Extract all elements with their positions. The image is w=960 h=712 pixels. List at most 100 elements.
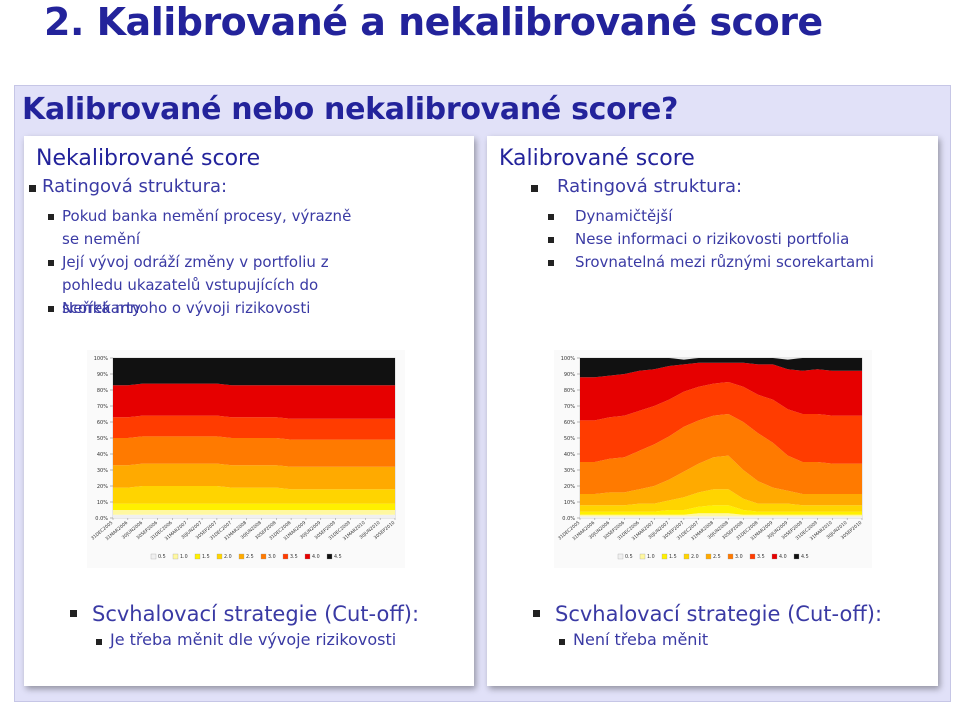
legend-label: 4.5 <box>801 554 809 560</box>
rating-structure-label: Ratingová struktura: <box>42 176 228 197</box>
panel-heading: Kalibrované score <box>499 146 695 171</box>
legend-swatch <box>793 553 800 560</box>
y-tick-label: 20% <box>564 484 575 490</box>
y-tick-label: 90% <box>97 372 108 378</box>
legend-label: 4.0 <box>312 554 320 560</box>
legend-swatch <box>683 553 690 560</box>
series-area-4-5 <box>113 358 395 386</box>
y-tick-label: 40% <box>564 452 575 458</box>
y-tick-label: 10% <box>97 500 108 506</box>
series-area-3-0 <box>580 414 862 494</box>
legend-swatch <box>771 553 778 560</box>
y-tick-label: 100% <box>561 356 576 362</box>
legend-label: 3.5 <box>757 554 765 560</box>
legend-label: 3.0 <box>268 554 276 560</box>
list-item: Neříká mnoho o vývoji rizikovosti <box>62 299 311 317</box>
legend-label: 4.5 <box>334 554 342 560</box>
legend-swatch <box>238 553 245 560</box>
uncalibrated-panel: Nekalibrované score Ratingová struktura:… <box>24 136 474 686</box>
legend-label: 0.5 <box>158 554 166 560</box>
legend-swatch <box>617 553 624 560</box>
series-area-1-0 <box>580 513 862 517</box>
list-item: Není třeba měnit <box>573 630 709 649</box>
list-item: Nese informaci o rizikovosti portfolia <box>575 230 850 248</box>
series-area-2-5 <box>113 463 395 490</box>
bullet-square-icon <box>48 306 54 312</box>
series-area-1-5 <box>580 505 862 515</box>
series-area-0-5 <box>113 514 395 518</box>
y-tick-label: 80% <box>97 388 108 394</box>
legend-swatch <box>150 553 157 560</box>
legend-swatch <box>260 553 267 560</box>
bullet-square-icon <box>548 260 554 266</box>
series-area-4-0 <box>580 362 862 421</box>
y-tick-label: 100% <box>94 356 109 362</box>
legend-label: 4.0 <box>779 554 787 560</box>
stacked-area-chart: 0.0%10%20%30%40%50%60%70%80%90%100%31DEC… <box>90 356 396 560</box>
legend-swatch <box>282 553 289 560</box>
panel-heading: Nekalibrované score <box>36 146 261 171</box>
y-tick-label: 20% <box>97 484 108 490</box>
list-item: Srovnatelná mezi různými scorekartami <box>575 253 874 271</box>
y-tick-label: 0.0% <box>95 516 108 522</box>
cutoff-strategy-label: Scvhalovací strategie (Cut-off): <box>92 602 420 626</box>
slide-subtitle: Kalibrované nebo nekalibrované score? <box>22 92 679 127</box>
rating-structure-label: Ratingová struktura: <box>557 176 743 197</box>
series-area-2-5 <box>580 455 862 506</box>
y-tick-label: 50% <box>97 436 108 442</box>
legend-label: 0.5 <box>625 554 633 560</box>
y-tick-label: 10% <box>564 500 575 506</box>
legend-swatch <box>216 553 223 560</box>
list-item: Pokud banka nemění procesy, výrazně se n… <box>62 207 352 248</box>
bullet-square-icon <box>531 185 538 192</box>
y-tick-label: 80% <box>564 388 575 394</box>
legend-label: 2.5 <box>713 554 721 560</box>
legend-label: 1.5 <box>202 554 210 560</box>
calibrated-panel: Kalibrované score Ratingová struktura: D… <box>487 136 938 686</box>
list-item: Je třeba měnit dle vývoje rizikovosti <box>110 630 397 649</box>
y-tick-label: 60% <box>564 420 575 426</box>
y-tick-label: 30% <box>564 468 575 474</box>
series-area-2-0 <box>113 486 395 504</box>
series-area-1-5 <box>113 503 395 510</box>
series-area-4-0 <box>113 383 395 419</box>
legend-label: 3.5 <box>290 554 298 560</box>
legend-label: 1.5 <box>669 554 677 560</box>
y-tick-label: 50% <box>564 436 575 442</box>
legend-swatch <box>705 553 712 560</box>
legend-label: 1.0 <box>180 554 188 560</box>
series-area-2-0 <box>580 489 862 512</box>
list-item: Její vývoj odráží změny v portfoliu z po… <box>62 253 329 317</box>
bullet-square-icon <box>48 214 54 220</box>
series-area-0-5 <box>580 516 862 518</box>
series-area-4-5 <box>580 358 862 378</box>
y-tick-label: 0.0% <box>562 516 575 522</box>
bullet-square-icon <box>48 260 54 266</box>
bullet-square-icon <box>70 610 77 617</box>
y-tick-label: 40% <box>97 452 108 458</box>
series-area-1-0 <box>113 510 395 515</box>
bullet-square-icon <box>548 214 554 220</box>
bullet-square-icon <box>548 237 554 243</box>
legend-swatch <box>304 553 311 560</box>
legend-swatch <box>661 553 668 560</box>
legend-label: 2.5 <box>246 554 254 560</box>
legend-swatch <box>727 553 734 560</box>
slide-title: 2. Kalibrované a nekalibrované score <box>44 0 823 44</box>
legend-label: 2.0 <box>224 554 232 560</box>
list-item: Dynamičtější <box>575 207 673 225</box>
y-tick-label: 60% <box>97 420 108 426</box>
y-tick-label: 90% <box>564 372 575 378</box>
legend-label: 3.0 <box>735 554 743 560</box>
bullet-square-icon <box>559 639 565 645</box>
series-area-3-5 <box>580 382 862 464</box>
y-tick-label: 70% <box>564 404 575 410</box>
bullet-square-icon <box>29 185 36 192</box>
legend-swatch <box>194 553 201 560</box>
y-tick-label: 70% <box>97 404 108 410</box>
legend-label: 2.0 <box>691 554 699 560</box>
rating-distribution-chart: 0.0% 10% 20% 30% 40% 50% 60% 70% 80% 90% 100% 31DEC… <box>554 350 872 568</box>
legend-swatch <box>172 553 179 560</box>
legend-swatch <box>326 553 333 560</box>
bullet-square-icon <box>533 610 540 617</box>
